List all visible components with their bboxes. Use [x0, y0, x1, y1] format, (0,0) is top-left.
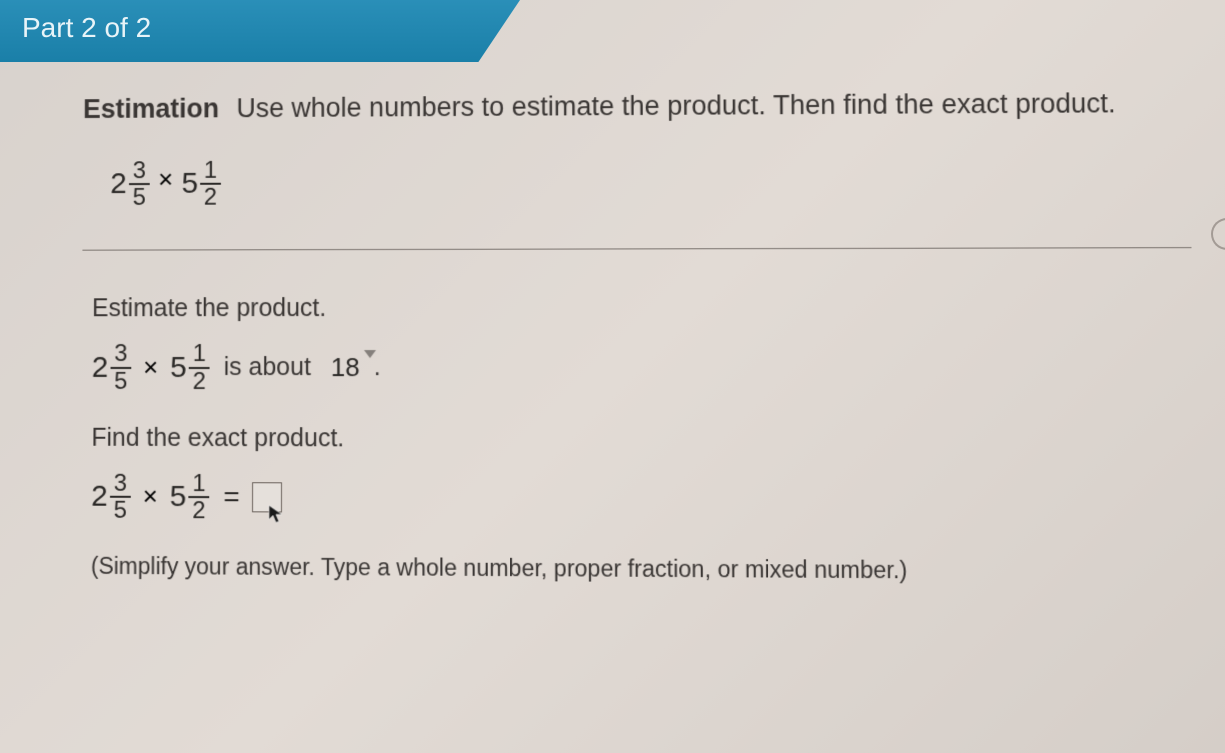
numerator: 1: [188, 471, 209, 498]
mixed-number-left: 2 3 5: [110, 158, 150, 210]
problem-expression: 2 3 5 × 5 1 2: [110, 154, 1191, 211]
numerator: 3: [110, 471, 131, 498]
instruction-label: Estimation: [83, 93, 219, 123]
whole-part: 2: [92, 351, 109, 385]
multiply-operator: ×: [143, 481, 158, 512]
multiply-operator: ×: [158, 165, 173, 195]
numerator: 1: [200, 158, 221, 185]
whole-part: 2: [91, 480, 108, 514]
estimate-answer[interactable]: 18: [325, 352, 366, 383]
part-header-text: Part 2 of 2: [22, 12, 151, 43]
fraction: 1 2: [189, 341, 210, 393]
instruction: Estimation Use whole numbers to estimate…: [83, 88, 1190, 125]
mixed-number-right: 5 1 2: [181, 158, 221, 210]
whole-part: 5: [170, 351, 187, 385]
answer-hint: (Simplify your answer. Type a whole numb…: [91, 553, 1196, 586]
numerator: 3: [110, 341, 131, 368]
denominator: 2: [200, 185, 221, 210]
fraction: 1 2: [188, 471, 209, 524]
exact-row: 2 3 5 × 5 1 2 =: [91, 470, 1195, 527]
estimate-row: 2 3 5 × 5 1 2 is about 18 .: [92, 341, 1194, 395]
denominator: 2: [188, 498, 209, 523]
equals-sign: =: [223, 481, 239, 513]
fraction: 3 5: [110, 471, 131, 523]
whole-part: 2: [110, 167, 127, 201]
fraction: 1 2: [200, 158, 221, 210]
mixed-number-left: 2 3 5: [92, 341, 132, 393]
part-header: Part 2 of 2: [0, 0, 520, 62]
whole-part: 5: [170, 480, 187, 514]
estimate-heading: Estimate the product.: [92, 293, 1193, 323]
denominator: 2: [189, 369, 210, 394]
instruction-text: Use whole numbers to estimate the produc…: [236, 88, 1115, 123]
question-content: Estimation Use whole numbers to estimate…: [2, 57, 1225, 586]
denominator: 5: [110, 498, 131, 523]
fraction: 3 5: [129, 158, 150, 210]
multiply-operator: ×: [143, 352, 158, 383]
denominator: 5: [129, 185, 150, 210]
mixed-number-right: 5 1 2: [170, 471, 210, 524]
whole-part: 5: [181, 167, 198, 201]
denominator: 5: [110, 369, 131, 394]
is-about-text: is about: [224, 353, 311, 382]
fraction: 3 5: [110, 341, 131, 393]
mixed-number-left: 2 3 5: [91, 470, 131, 523]
numerator: 3: [129, 158, 150, 185]
numerator: 1: [189, 341, 210, 368]
section-divider: [82, 247, 1191, 251]
mixed-number-right: 5 1 2: [170, 341, 210, 393]
exact-heading: Find the exact product.: [91, 424, 1194, 456]
